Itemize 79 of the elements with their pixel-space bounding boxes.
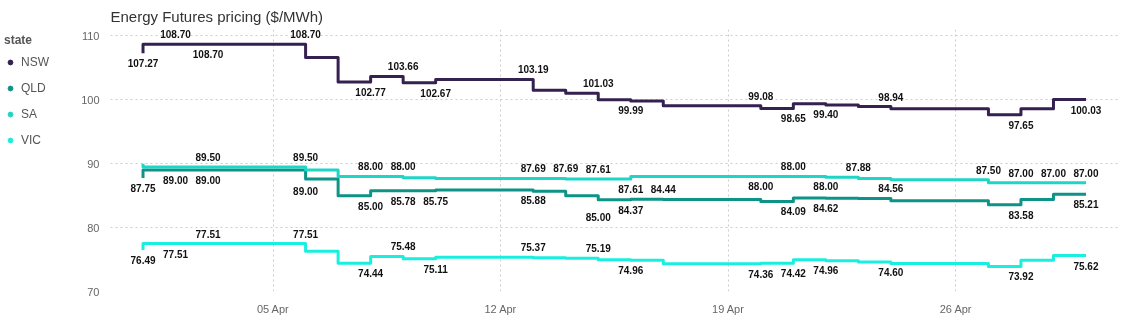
data-label: 75.37 [520, 242, 547, 254]
data-label: 83.58 [1008, 209, 1034, 221]
legend-label: NSW [21, 55, 49, 69]
data-label: 88.00 [780, 161, 807, 173]
data-label: 87.75 [130, 183, 156, 195]
data-label: 74.36 [748, 268, 774, 280]
data-label: 108.70 [290, 29, 322, 41]
data-label: 89.00 [195, 175, 221, 187]
data-label: 85.88 [520, 195, 547, 207]
data-label: 98.94 [878, 91, 904, 103]
data-label: 101.03 [582, 78, 614, 90]
y-tick-label: 110 [81, 29, 100, 42]
data-label: 98.65 [780, 113, 807, 125]
data-label: 85.00 [585, 211, 612, 223]
data-label: 87.69 [553, 163, 579, 175]
data-label: 102.67 [420, 87, 452, 99]
data-label: 84.09 [780, 206, 807, 218]
legend-label: QLD [21, 81, 46, 95]
data-label: 87.00 [1073, 167, 1099, 179]
data-label: 74.44 [358, 268, 384, 280]
data-label: 99.99 [618, 104, 644, 116]
data-label: 88.00 [748, 181, 774, 193]
data-label: 75.19 [585, 243, 612, 255]
data-label: 108.70 [160, 29, 192, 41]
data-label: 99.40 [813, 108, 839, 120]
chart-title: Energy Futures pricing ($/MWh) [110, 7, 324, 25]
data-label: 88.00 [390, 161, 417, 173]
data-label: 77.51 [293, 228, 319, 240]
data-label: 74.42 [780, 268, 807, 280]
data-label: 89.50 [293, 151, 319, 163]
data-label: 89.00 [293, 186, 319, 198]
data-label: 87.88 [845, 162, 872, 174]
data-label: 74.96 [618, 264, 644, 276]
y-tick-label: 70 [87, 285, 100, 298]
data-label: 87.69 [520, 163, 547, 175]
data-label: 84.62 [813, 203, 839, 215]
data-label: 73.92 [1008, 271, 1034, 283]
data-label: 85.78 [390, 195, 417, 207]
data-label: 87.50 [975, 164, 1002, 176]
y-tick-label: 90 [87, 157, 100, 170]
data-label: 97.65 [1008, 119, 1034, 131]
data-label: 74.60 [878, 267, 904, 279]
data-label: 77.51 [163, 248, 189, 260]
data-label: 87.61 [618, 183, 644, 195]
data-label: 85.21 [1073, 199, 1099, 211]
data-label: 99.08 [748, 90, 774, 102]
x-tick-label: 12 Apr [484, 302, 517, 315]
data-label: 85.75 [423, 195, 449, 207]
legend-title: state [4, 33, 33, 47]
legend-label: SA [21, 107, 38, 121]
data-label: 84.56 [878, 183, 904, 195]
data-label: 77.51 [195, 228, 221, 240]
data-label: 75.62 [1073, 260, 1099, 272]
data-label: 100.03 [1070, 104, 1102, 116]
x-tick-label: 26 Apr [939, 302, 972, 315]
data-label: 84.44 [650, 184, 677, 196]
data-label: 75.11 [423, 263, 449, 275]
data-label: 89.50 [195, 151, 221, 163]
x-tick-label: 05 Apr [256, 302, 290, 315]
data-label: 108.70 [192, 49, 224, 61]
data-label: 107.27 [127, 58, 159, 70]
data-label: 74.96 [813, 264, 839, 276]
data-label: 102.77 [355, 87, 387, 99]
data-label: 84.37 [618, 204, 644, 216]
data-label: 103.19 [517, 64, 549, 76]
data-label: 87.61 [585, 163, 612, 175]
data-label: 88.00 [358, 161, 384, 173]
data-label: 87.00 [1008, 167, 1034, 179]
data-label: 103.66 [387, 61, 419, 73]
data-label: 85.00 [358, 200, 384, 212]
legend-label: VIC [21, 133, 42, 147]
data-label: 88.00 [813, 181, 839, 193]
y-tick-label: 100 [81, 93, 100, 106]
data-label: 76.49 [130, 255, 156, 267]
data-label: 75.48 [390, 241, 417, 253]
x-tick-label: 19 Apr [712, 302, 745, 315]
data-label: 89.00 [163, 175, 189, 187]
y-tick-label: 80 [87, 221, 100, 234]
data-label: 87.00 [1040, 167, 1067, 179]
